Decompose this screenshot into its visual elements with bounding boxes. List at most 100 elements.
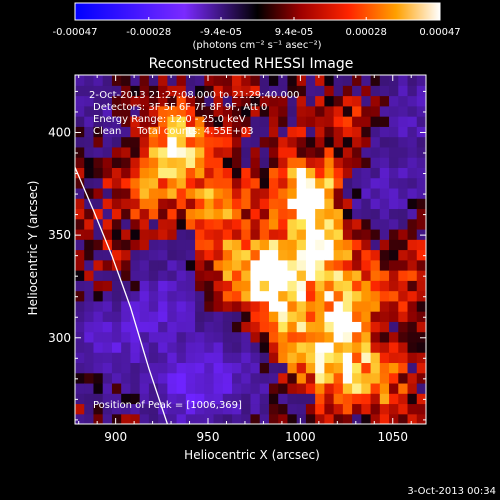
heatmap-cell xyxy=(361,95,372,107)
heatmap-cell xyxy=(176,126,187,138)
heatmap-cell xyxy=(361,239,372,251)
heatmap-cell xyxy=(398,126,409,138)
heatmap-cell xyxy=(259,218,270,230)
heatmap-cell xyxy=(352,218,362,230)
heatmap-cell xyxy=(259,116,270,127)
heatmap-cell xyxy=(241,187,252,199)
heatmap-cell xyxy=(389,362,399,374)
heatmap-cell xyxy=(139,198,150,210)
heatmap-cell xyxy=(176,157,187,168)
heatmap-cell xyxy=(213,372,224,384)
heatmap-cell xyxy=(259,85,270,97)
heatmap-cell xyxy=(342,208,353,220)
heatmap-cell xyxy=(361,105,372,117)
heatmap-cell xyxy=(241,116,252,127)
heatmap-cell xyxy=(93,321,104,333)
heatmap-cell xyxy=(259,228,270,240)
heatmap-cell xyxy=(222,208,233,220)
heatmap-cell xyxy=(278,352,289,364)
heatmap-cell xyxy=(305,413,316,424)
heatmap-cell xyxy=(167,352,178,364)
heatmap-cell xyxy=(315,352,325,364)
heatmap-cell xyxy=(259,249,270,261)
heatmap-cell xyxy=(241,259,252,271)
heatmap-cell xyxy=(213,382,224,394)
heatmap-cell xyxy=(130,341,141,353)
heatmap-cell xyxy=(342,198,353,210)
heatmap-cell xyxy=(232,95,242,107)
heatmap-cell xyxy=(250,75,261,86)
heatmap-cell xyxy=(111,393,122,405)
heatmap-cell xyxy=(241,85,252,97)
heatmap-cell xyxy=(213,249,224,261)
heatmap-cell xyxy=(176,403,187,415)
heatmap-cell xyxy=(204,167,215,179)
heatmap-cell xyxy=(204,393,215,405)
heatmap-cell xyxy=(139,85,150,97)
heatmap-cell xyxy=(204,331,215,343)
heatmap-cell xyxy=(250,105,261,117)
heatmap-cell xyxy=(195,198,205,210)
heatmap-cell xyxy=(84,218,95,230)
heatmap-cell xyxy=(379,105,390,117)
heatmap-cell xyxy=(296,331,307,343)
heatmap-cell xyxy=(278,300,289,312)
heatmap-cell xyxy=(195,126,205,138)
heatmap-cell xyxy=(148,259,159,271)
heatmap-cell xyxy=(102,259,113,271)
heatmap-cell xyxy=(75,105,85,117)
heatmap-cell xyxy=(342,95,353,107)
heatmap-cell xyxy=(305,85,316,97)
heatmap-cell xyxy=(379,352,390,364)
heatmap-cell xyxy=(84,352,95,364)
heatmap-cell xyxy=(259,208,270,220)
heatmap-cell xyxy=(268,126,279,138)
heatmap-cell xyxy=(333,372,344,384)
heatmap-cell xyxy=(333,403,344,415)
heatmap-cell xyxy=(222,311,233,322)
heatmap-cell xyxy=(370,393,381,405)
heatmap-cell xyxy=(389,208,399,220)
heatmap-cell xyxy=(370,413,381,424)
heatmap-cell xyxy=(121,198,132,210)
heatmap-cell xyxy=(315,198,325,210)
heatmap-cell xyxy=(93,95,104,107)
heatmap-cell xyxy=(102,403,113,415)
heatmap-cell xyxy=(305,177,316,189)
heatmap-cell xyxy=(84,85,95,97)
heatmap-cell xyxy=(352,270,362,281)
heatmap-cell xyxy=(102,280,113,292)
heatmap-cell xyxy=(102,187,113,199)
heatmap-cell xyxy=(185,95,196,107)
heatmap-cell xyxy=(416,167,426,179)
heatmap-cell xyxy=(250,146,261,158)
heatmap-cell xyxy=(416,177,426,189)
heatmap-cell xyxy=(259,136,270,148)
heatmap-cell xyxy=(268,228,279,240)
heatmap-cell xyxy=(121,218,132,230)
heatmap-cell xyxy=(259,352,270,364)
heatmap-cell xyxy=(287,300,298,312)
heatmap-cell xyxy=(204,341,215,353)
heatmap-cell xyxy=(84,198,95,210)
heatmap-cell xyxy=(333,239,344,251)
heatmap-cell xyxy=(158,228,168,240)
heatmap-cell xyxy=(259,382,270,394)
heatmap-cell xyxy=(315,95,325,107)
heatmap-cell xyxy=(296,228,307,240)
heatmap-cell xyxy=(361,331,372,343)
heatmap-cell xyxy=(305,393,316,405)
heatmap-cell xyxy=(361,85,372,97)
heatmap-cell xyxy=(315,208,325,220)
heatmap-cell xyxy=(305,311,316,322)
heatmap-cell xyxy=(287,95,298,107)
heatmap-cell xyxy=(102,270,113,281)
heatmap-cell xyxy=(259,300,270,312)
heatmap-cell xyxy=(416,208,426,220)
y-tick-label: 350 xyxy=(48,228,71,242)
heatmap-cell xyxy=(222,382,233,394)
heatmap-cell xyxy=(296,290,307,302)
heatmap-cell xyxy=(389,413,399,424)
heatmap-cell xyxy=(315,218,325,230)
heatmap-cell xyxy=(185,177,196,189)
